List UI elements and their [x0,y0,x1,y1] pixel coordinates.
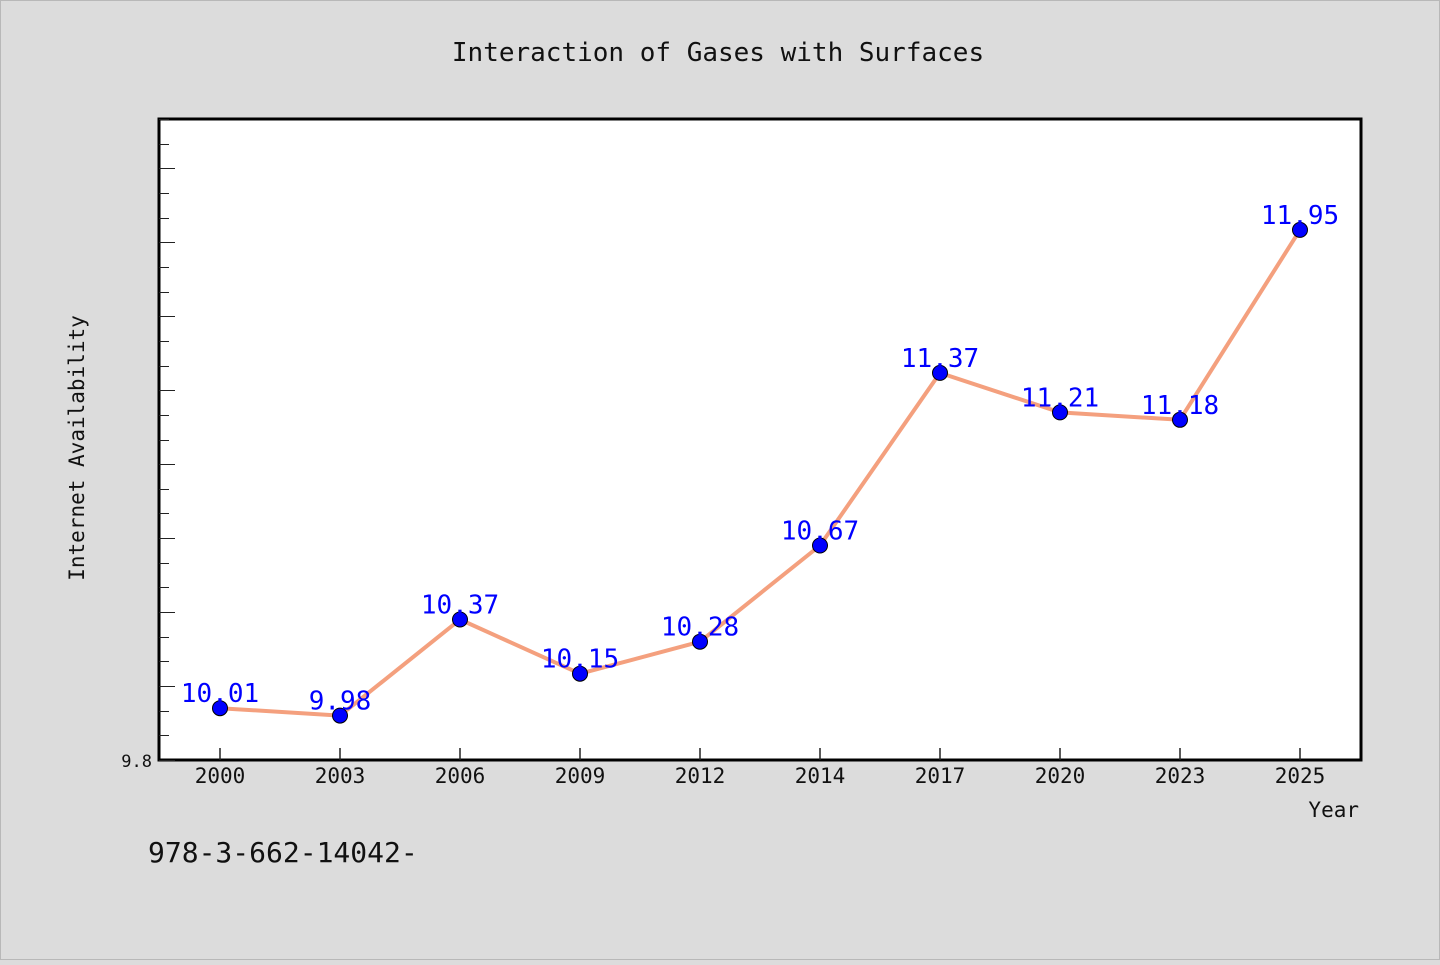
data-point-marker [572,665,588,682]
data-label: 10.15 [541,645,619,675]
data-markers [212,221,1308,724]
x-axis-ticks [219,748,1301,760]
series-line [218,227,1302,718]
data-point-marker [1292,221,1308,238]
data-point-marker [1172,411,1188,428]
data-point-marker [1052,404,1068,421]
x-axis-tick-labels: 2000 2003 2006 2009 2012 2014 2017 2020 2023 2025 [195,764,1326,788]
x-tick-label: 2009 [555,764,606,788]
data-labels: 10.01 9.98 10.37 10.15 10.28 10.67 11.37 11.21 1… [181,201,1339,717]
y-axis-ticks [159,119,175,761]
x-tick-label: 2017 [915,764,966,788]
data-label: 9.98 [309,687,372,717]
data-label: 11.95 [1261,201,1339,231]
data-point-marker [332,707,348,724]
data-point-marker [932,364,948,381]
x-tick-label: 2025 [1275,764,1326,788]
data-label: 10.37 [421,591,499,621]
x-tick-label: 2014 [795,764,846,788]
x-tick-label: 2020 [1035,764,1086,788]
data-label: 10.67 [781,517,859,547]
data-label: 11.37 [901,344,979,374]
data-label: 10.28 [661,613,739,643]
data-label: 11.21 [1021,383,1099,413]
data-point-marker [452,611,468,628]
isbn-text: 978-3-662-14042- [148,836,418,869]
data-label: 10.01 [181,679,259,709]
x-tick-label: 2012 [675,764,726,788]
x-tick-label: 2000 [195,764,246,788]
x-tick-label: 2003 [315,764,366,788]
x-tick-label: 2023 [1155,764,1206,788]
x-axis-label: Year [1308,798,1359,822]
data-point-marker [692,633,708,650]
chart-title: Interaction of Gases with Surfaces [452,38,984,68]
y-axis-tick-label: 9.8 [121,752,152,772]
data-point-marker [812,537,828,554]
plot-area [157,117,1363,762]
data-label: 11.18 [1141,391,1219,421]
y-axis-label: Internet Availability [65,315,89,581]
x-tick-label: 2006 [435,764,486,788]
data-point-marker [212,700,228,717]
